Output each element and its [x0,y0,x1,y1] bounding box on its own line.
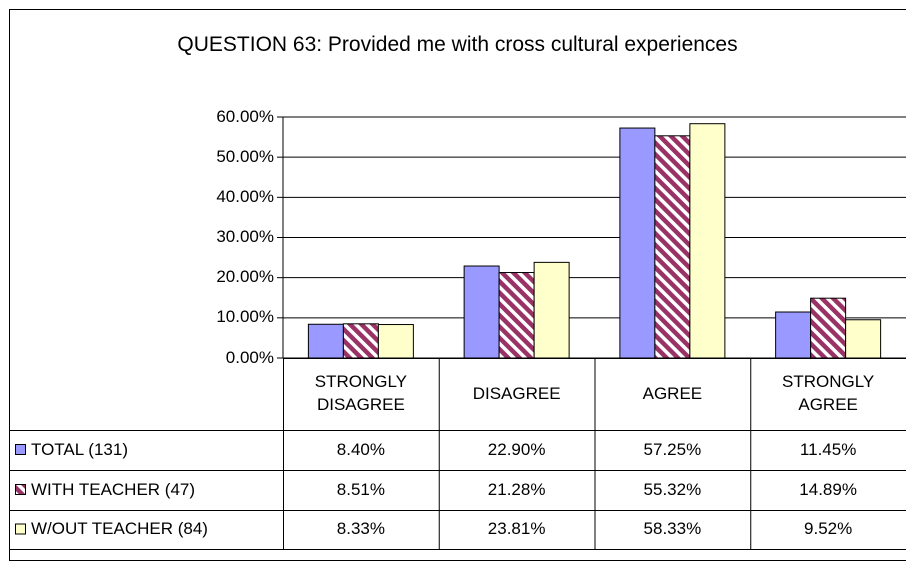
bar [377,324,414,359]
bar [775,311,812,359]
y-tick-label: 10.00% [216,307,274,327]
table-value: 57.25% [643,439,702,459]
category-label: STRONGLY AGREE [781,372,875,414]
bar [654,135,691,359]
category-label: AGREE [642,383,703,403]
category-label: DISAGREE [472,383,561,403]
bar [342,323,379,359]
frame [9,9,906,561]
bar [533,261,570,359]
bar [845,319,882,359]
chart-title: QUESTION 63: Provided me with cross cult… [177,32,738,56]
legend-label: TOTAL (131) [31,439,128,459]
y-tick-label: 20.00% [216,267,274,287]
y-tick-label: 60.00% [216,106,274,126]
category-label: STRONGLY DISAGREE [314,372,407,414]
bar [307,323,344,359]
legend-label: WITH TEACHER (47) [31,479,196,499]
table-value: 22.90% [487,439,546,459]
table-value: 14.89% [799,479,857,499]
legend-key [15,484,26,495]
table-value: 21.28% [487,479,546,499]
legend-label: W/OUT TEACHER (84) [31,519,208,539]
y-tick-label: 0.00% [225,347,274,367]
table-value: 8.40% [336,439,385,459]
legend-key [15,523,26,535]
y-tick-label: 40.00% [216,186,274,206]
bar [498,272,535,359]
y-tick-label: 50.00% [216,146,274,166]
bar [619,127,656,359]
table-value: 55.32% [643,479,702,499]
legend-key [15,444,26,455]
y-tick-label: 30.00% [216,227,274,247]
table-value: 8.51% [336,479,385,499]
bar [810,297,847,359]
table-value: 11.45% [799,439,857,459]
bar [463,265,500,359]
table-value: 9.52% [804,519,853,539]
table-value: 23.81% [487,519,546,539]
table-value: 8.33% [336,519,385,539]
table-value: 58.33% [643,519,702,539]
bar [689,123,726,359]
